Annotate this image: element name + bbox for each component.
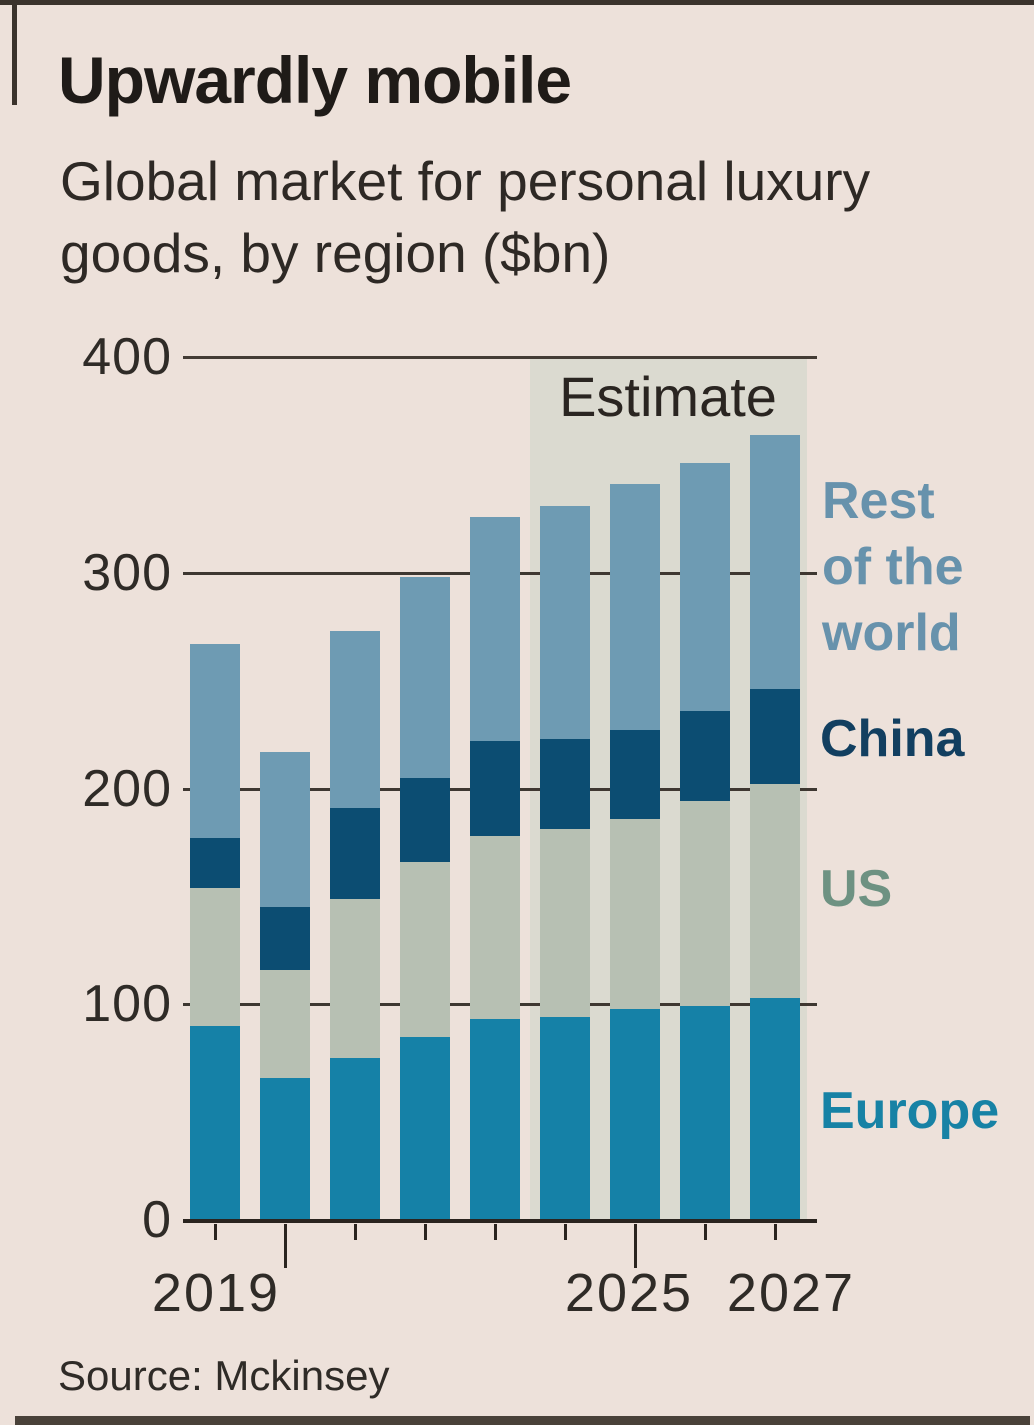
x-tick-2021 (354, 1224, 357, 1240)
bar-segment-us-2024 (540, 829, 590, 1018)
bar-segment-us-2023 (470, 835, 520, 1020)
y-axis-label-300: 300 (82, 543, 172, 602)
x-tick-2025 (634, 1224, 637, 1268)
chart-subtitle: Global market for personal luxury goods,… (60, 150, 871, 284)
bar-segment-rest-of-the-world-2026 (680, 462, 730, 711)
bar-segment-us-2026 (680, 801, 730, 1007)
bar-segment-china-2022 (400, 777, 450, 862)
legend-europe: Europe (820, 1082, 1000, 1140)
bar-segment-us-2020 (260, 969, 310, 1078)
bar-segment-europe-2019 (190, 1025, 240, 1220)
x-tick-2024 (564, 1224, 567, 1240)
legend-us: US (820, 860, 893, 918)
bar-segment-us-2025 (610, 818, 660, 1009)
x-axis-label-2025: 2025 (564, 1263, 694, 1323)
bar-segment-rest-of-the-world-2027 (750, 434, 800, 690)
bar-segment-us-2019 (190, 887, 240, 1026)
bar-segment-us-2027 (750, 784, 800, 998)
legend-china: China (820, 710, 965, 768)
y-axis-label-200: 200 (82, 759, 172, 818)
x-axis-line (183, 1219, 817, 1223)
x-tick-2020 (284, 1224, 287, 1268)
bar-segment-us-2021 (330, 898, 380, 1059)
x-tick-2019 (214, 1224, 217, 1240)
bottom-border-rule (15, 1416, 1030, 1425)
bar-segment-europe-2020 (260, 1077, 310, 1220)
bar-segment-europe-2025 (610, 1008, 660, 1220)
bar-segment-china-2019 (190, 838, 240, 888)
x-axis-label-2027: 2027 (726, 1263, 856, 1323)
bar-segment-china-2025 (610, 730, 660, 819)
x-tick-2026 (704, 1224, 707, 1240)
bar-segment-china-2021 (330, 807, 380, 899)
y-axis-label-400: 400 (82, 328, 172, 386)
bar-segment-europe-2027 (750, 997, 800, 1220)
bar-segment-europe-2024 (540, 1017, 590, 1220)
bar-segment-china-2024 (540, 738, 590, 830)
bar-segment-rest-of-the-world-2025 (610, 484, 660, 731)
gridline-400 (183, 356, 817, 359)
corner-tick-rule (12, 0, 17, 105)
y-axis-label-100: 100 (82, 975, 172, 1034)
bar-segment-europe-2022 (400, 1036, 450, 1220)
bar-segment-rest-of-the-world-2020 (260, 751, 310, 908)
x-tick-2027 (774, 1224, 777, 1240)
bar-segment-china-2020 (260, 907, 310, 970)
bar-segment-rest-of-the-world-2021 (330, 631, 380, 808)
legend-rest-of-the-world: Rest of the world (822, 472, 964, 663)
bar-segment-rest-of-the-world-2024 (540, 505, 590, 739)
bar-segment-china-2023 (470, 741, 520, 836)
bar-segment-europe-2023 (470, 1019, 520, 1220)
source-note: Source: Mckinsey (58, 1352, 390, 1399)
x-axis-label-2019: 2019 (151, 1263, 281, 1323)
bar-segment-rest-of-the-world-2023 (470, 516, 520, 742)
bar-segment-us-2022 (400, 861, 450, 1037)
x-tick-2022 (424, 1224, 427, 1240)
bar-segment-china-2027 (750, 689, 800, 785)
x-tick-2023 (494, 1224, 497, 1240)
chart-title: Upwardly mobile (58, 43, 572, 117)
bar-segment-europe-2021 (330, 1058, 380, 1220)
top-border-rule (0, 0, 1034, 5)
y-axis-label-0: 0 (142, 1191, 172, 1249)
bar-segment-rest-of-the-world-2022 (400, 577, 450, 778)
bar-segment-europe-2026 (680, 1006, 730, 1220)
estimate-label: Estimate (559, 365, 777, 428)
bar-segment-rest-of-the-world-2019 (190, 643, 240, 839)
bar-segment-china-2026 (680, 710, 730, 802)
